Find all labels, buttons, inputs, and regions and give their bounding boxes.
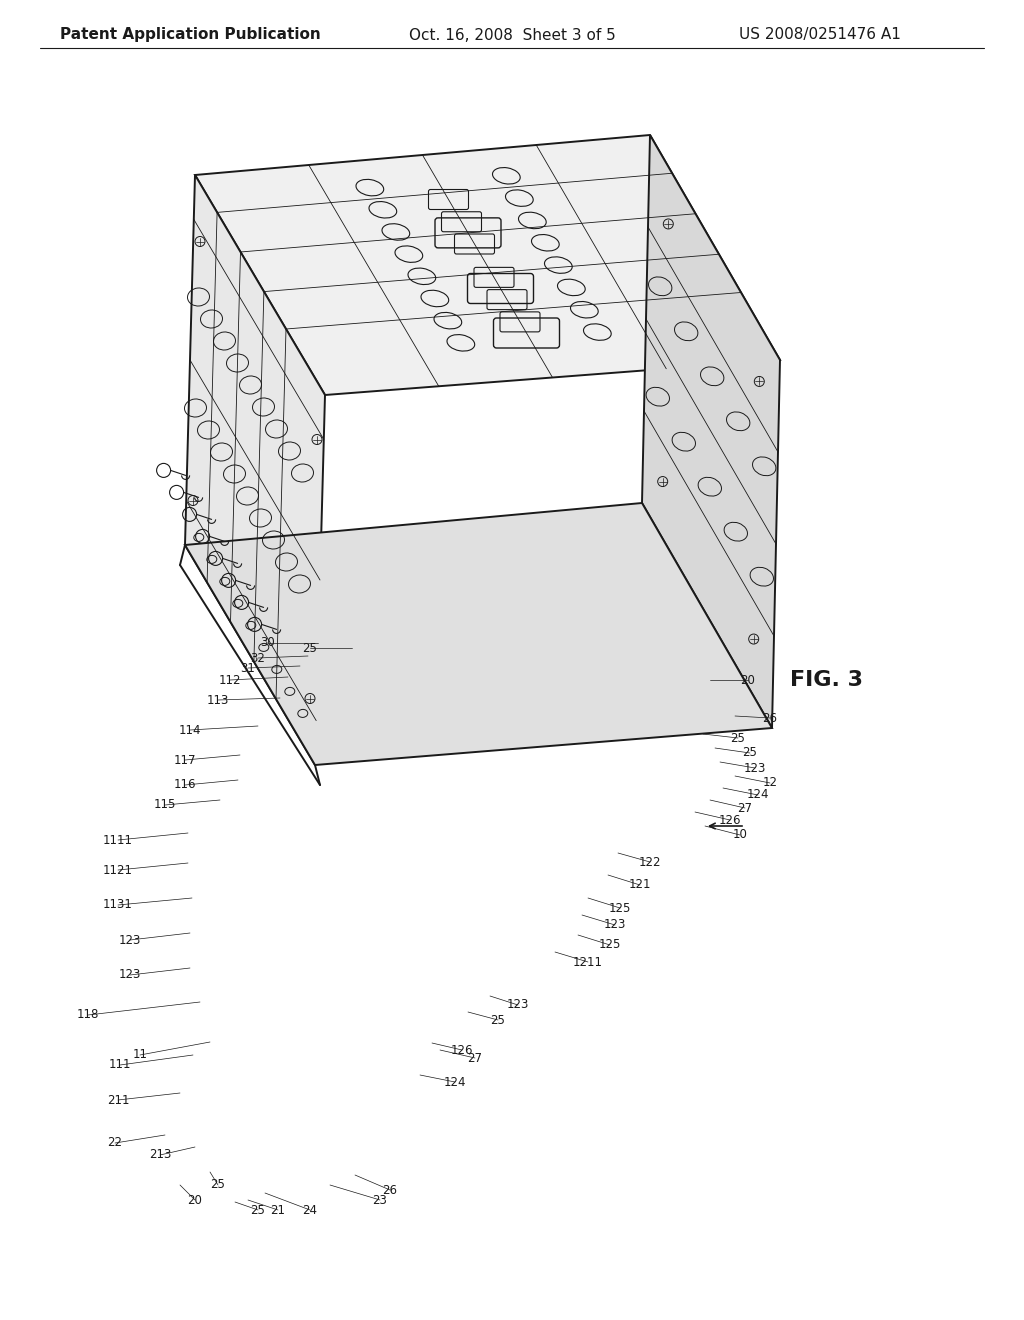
Text: 11: 11 <box>132 1048 147 1061</box>
Text: 115: 115 <box>154 799 176 812</box>
Text: 1131: 1131 <box>103 899 133 912</box>
Polygon shape <box>185 176 325 766</box>
Text: 25: 25 <box>730 731 745 744</box>
Text: 123: 123 <box>604 919 627 932</box>
Text: 213: 213 <box>148 1148 171 1162</box>
Text: 126: 126 <box>451 1044 473 1056</box>
Text: 123: 123 <box>507 998 529 1011</box>
Text: 124: 124 <box>443 1076 466 1089</box>
Text: 123: 123 <box>743 762 766 775</box>
Text: 125: 125 <box>609 902 631 915</box>
Text: 10: 10 <box>732 829 748 842</box>
Text: 123: 123 <box>119 933 141 946</box>
Text: 122: 122 <box>639 855 662 869</box>
Text: Oct. 16, 2008  Sheet 3 of 5: Oct. 16, 2008 Sheet 3 of 5 <box>409 28 615 42</box>
Text: 123: 123 <box>119 969 141 982</box>
Text: Patent Application Publication: Patent Application Publication <box>59 28 321 42</box>
Text: 26: 26 <box>383 1184 397 1196</box>
Polygon shape <box>642 135 780 729</box>
Text: 113: 113 <box>207 693 229 706</box>
Text: 30: 30 <box>261 636 275 649</box>
Polygon shape <box>195 135 780 395</box>
Text: 124: 124 <box>746 788 769 801</box>
Text: 25: 25 <box>211 1179 225 1192</box>
Text: 21: 21 <box>270 1204 286 1217</box>
Text: 26: 26 <box>763 711 777 725</box>
Text: 24: 24 <box>302 1204 317 1217</box>
Text: 20: 20 <box>740 673 756 686</box>
Text: 27: 27 <box>468 1052 482 1064</box>
Text: 25: 25 <box>742 747 758 759</box>
Text: 20: 20 <box>187 1193 203 1206</box>
Text: 1111: 1111 <box>103 833 133 846</box>
Text: 12: 12 <box>763 776 777 789</box>
Text: 111: 111 <box>109 1059 131 1072</box>
Text: 23: 23 <box>373 1193 387 1206</box>
Text: 118: 118 <box>77 1008 99 1022</box>
Text: 25: 25 <box>490 1014 506 1027</box>
Text: 126: 126 <box>719 813 741 826</box>
Text: 27: 27 <box>737 801 753 814</box>
Text: 31: 31 <box>241 661 255 675</box>
Text: 22: 22 <box>108 1137 123 1150</box>
Text: 121: 121 <box>629 879 651 891</box>
Text: 116: 116 <box>174 779 197 792</box>
Text: 117: 117 <box>174 754 197 767</box>
Polygon shape <box>185 503 772 766</box>
Text: 125: 125 <box>599 939 622 952</box>
Text: 32: 32 <box>251 652 265 664</box>
Text: 25: 25 <box>302 642 317 655</box>
Text: 1211: 1211 <box>573 956 603 969</box>
Text: FIG. 3: FIG. 3 <box>790 671 863 690</box>
Text: 112: 112 <box>219 673 242 686</box>
Text: US 2008/0251476 A1: US 2008/0251476 A1 <box>739 28 901 42</box>
Text: 211: 211 <box>106 1093 129 1106</box>
Text: 25: 25 <box>251 1204 265 1217</box>
Text: 114: 114 <box>179 723 202 737</box>
Text: 1121: 1121 <box>103 863 133 876</box>
